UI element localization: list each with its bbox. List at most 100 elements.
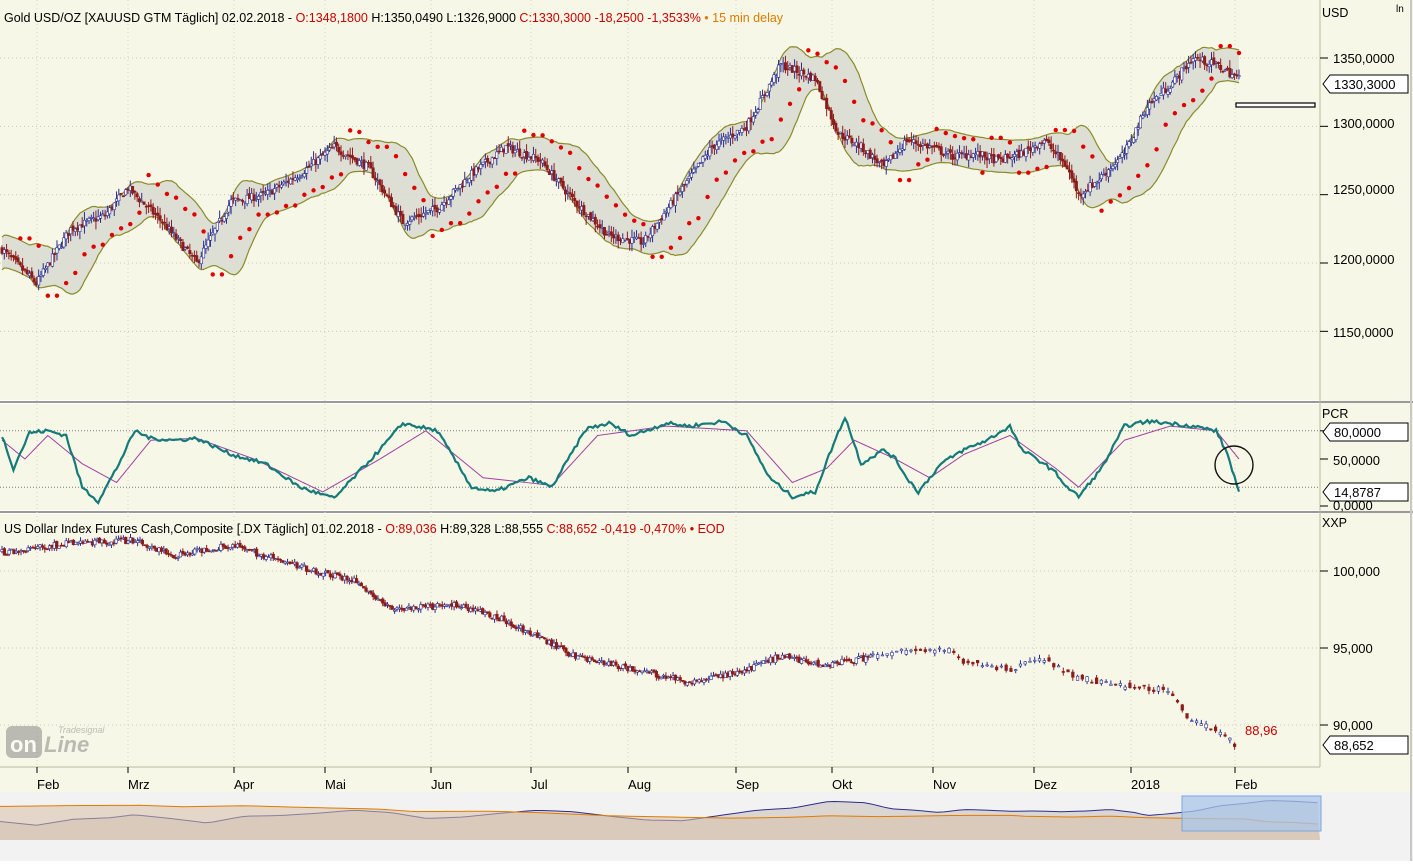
- candle-body: [868, 654, 873, 658]
- candle-body: [431, 603, 435, 610]
- month-label: Okt: [832, 777, 853, 792]
- candle-body: [554, 642, 559, 649]
- candle-body: [1109, 168, 1113, 171]
- candle-body: [570, 193, 574, 198]
- y-tick-label: 0,0000: [1333, 498, 1373, 513]
- dxy-header: US Dollar Index Futures Cash,Composite […: [4, 522, 725, 536]
- sar-dot: [1126, 185, 1132, 191]
- y-tick-label: 1200,0000: [1333, 252, 1394, 267]
- candle-body: [412, 216, 416, 219]
- time-axis: [0, 767, 1413, 792]
- candle-body: [419, 604, 423, 610]
- candle-body: [835, 661, 839, 664]
- candle-body: [26, 547, 30, 551]
- candle-body: [66, 232, 70, 236]
- candle-body: [1113, 164, 1117, 168]
- candle-body: [838, 131, 842, 134]
- candle-body: [481, 608, 485, 615]
- candle-body: [880, 654, 885, 657]
- sar-dot: [641, 222, 646, 227]
- candle-body: [101, 213, 105, 216]
- candle-body: [827, 107, 831, 110]
- candle-body: [1223, 69, 1227, 72]
- dxy-header-open: O:89,036: [385, 522, 436, 536]
- sar-dot: [595, 183, 600, 188]
- candle-body: [625, 238, 629, 240]
- candle-body: [364, 587, 368, 592]
- candle-body: [1033, 659, 1037, 662]
- y-tick-label: 90,000: [1333, 718, 1373, 733]
- candle-body: [795, 65, 799, 73]
- candle-body: [1233, 743, 1237, 747]
- candle-body: [1028, 660, 1032, 663]
- candle-body: [623, 663, 628, 667]
- candle-body: [525, 151, 529, 160]
- candle-body: [390, 606, 394, 610]
- candle-body: [1104, 681, 1108, 683]
- sar-dot: [531, 132, 536, 138]
- candle-body: [1038, 143, 1042, 149]
- candle-body: [985, 664, 989, 667]
- candle-body: [776, 654, 780, 660]
- candle-body: [338, 573, 342, 577]
- candle-body: [952, 650, 956, 653]
- sar-dot: [760, 139, 765, 144]
- log-scale-toggle[interactable]: ln: [1396, 4, 1404, 15]
- candle-body: [325, 150, 329, 155]
- candle-body: [193, 548, 197, 555]
- candle-body: [359, 582, 363, 587]
- candle-body: [1230, 74, 1234, 79]
- candle-body: [987, 153, 991, 160]
- candle-body: [1228, 737, 1232, 741]
- month-label: Mai: [325, 777, 346, 792]
- pcr-panel[interactable]: [0, 404, 1320, 510]
- month-label: Jul: [531, 777, 548, 792]
- candle-body: [1042, 140, 1046, 144]
- candle-body: [701, 156, 705, 163]
- candle-body: [305, 167, 309, 174]
- candle-body: [238, 542, 242, 548]
- candle-body: [362, 586, 366, 589]
- candle-body: [690, 172, 694, 178]
- candle-body: [188, 250, 192, 255]
- candle-body: [440, 204, 444, 211]
- candle-body: [447, 199, 451, 205]
- dxy-panel[interactable]: [0, 514, 1320, 767]
- candle-body: [169, 554, 173, 556]
- sar-dot: [851, 99, 857, 105]
- sar-dot: [256, 212, 261, 217]
- gold-unit-label: USD: [1322, 6, 1348, 20]
- candle-body: [1213, 726, 1218, 732]
- navigator-overview[interactable]: [0, 800, 1320, 840]
- candle-body: [1219, 64, 1223, 71]
- candle-body: [53, 253, 57, 255]
- candle-body: [899, 648, 904, 652]
- price-marker-line[interactable]: [1235, 102, 1316, 108]
- candle-body: [424, 212, 428, 215]
- candle-body: [730, 671, 735, 674]
- candle-body: [680, 680, 685, 682]
- candle-body: [485, 611, 490, 613]
- sar-dot: [73, 270, 78, 276]
- candle-body: [578, 654, 582, 657]
- candle-body: [178, 551, 183, 558]
- sar-dot: [989, 135, 994, 141]
- candle-body: [156, 212, 160, 216]
- candle-body: [1157, 96, 1161, 99]
- candle-body: [24, 551, 28, 553]
- candle-body: [40, 545, 45, 548]
- candle-body: [385, 194, 389, 197]
- candle-body: [1004, 664, 1008, 671]
- candle-body: [593, 216, 597, 225]
- candle-body: [875, 158, 879, 164]
- month-label: Sep: [736, 777, 759, 792]
- navigator-window[interactable]: [1181, 795, 1322, 832]
- candle-body: [999, 665, 1004, 668]
- candle-body: [202, 247, 206, 259]
- candle-body: [733, 135, 737, 139]
- candle-body: [151, 206, 155, 215]
- candle-body: [69, 227, 73, 235]
- sar-dot: [1117, 193, 1123, 198]
- candle-body: [667, 207, 671, 214]
